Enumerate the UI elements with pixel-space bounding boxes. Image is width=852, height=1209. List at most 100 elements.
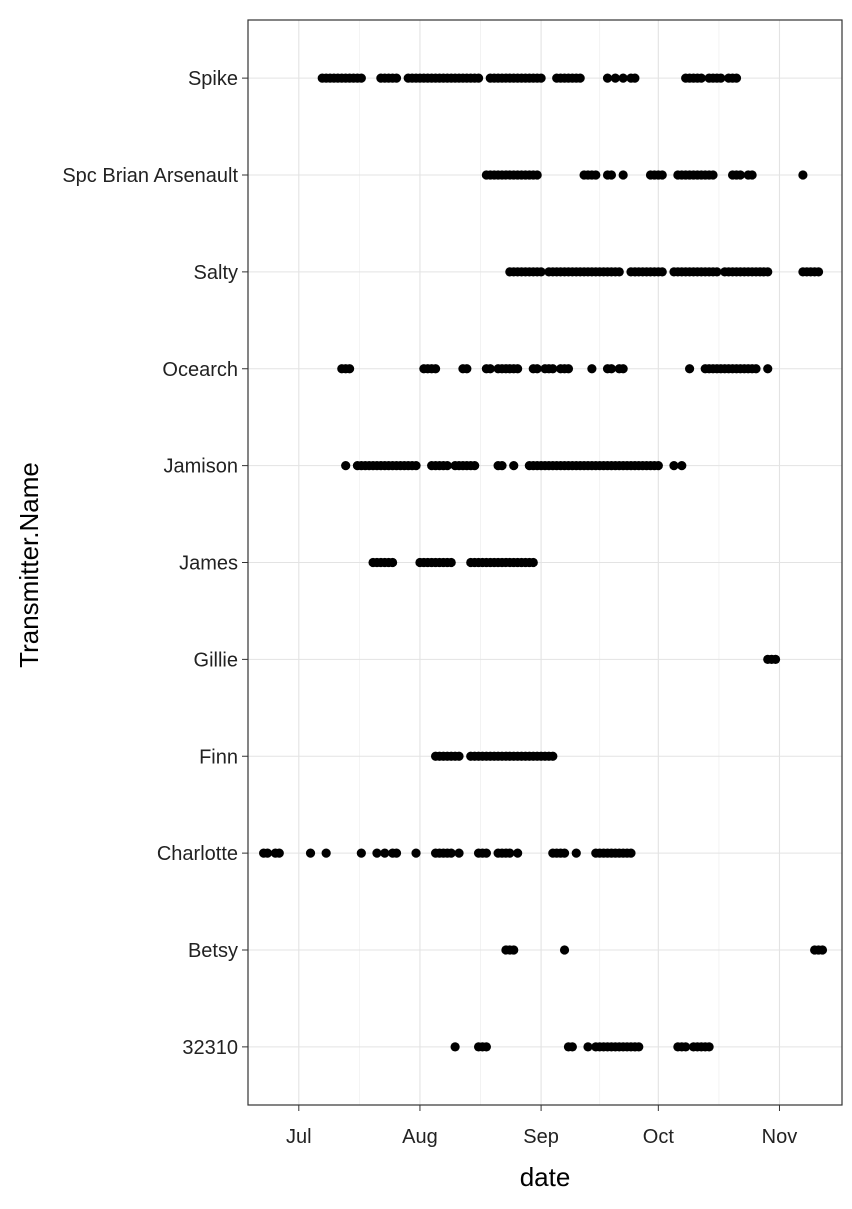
data-point: [454, 848, 464, 858]
data-point: [684, 364, 695, 374]
data-point: [485, 364, 495, 374]
data-point: [575, 73, 585, 83]
data-point: [532, 364, 542, 374]
data-point: [548, 364, 558, 374]
data-point: [669, 461, 679, 471]
x-tick-label: Jul: [286, 1126, 312, 1148]
data-point: [704, 1042, 714, 1052]
data-point: [497, 461, 507, 471]
data-point: [262, 848, 273, 858]
data-point: [473, 73, 484, 83]
data-point: [677, 461, 687, 471]
data-point: [630, 73, 640, 83]
data-point: [430, 364, 441, 374]
data-point: [372, 848, 382, 858]
data-point: [716, 73, 726, 83]
data-point: [481, 848, 491, 858]
x-axis-title: date: [520, 1162, 571, 1192]
data-point: [305, 848, 316, 858]
data-point: [606, 364, 617, 374]
y-tick-label: Finn: [199, 746, 238, 768]
data-point: [450, 1042, 460, 1052]
x-tick-label: Nov: [762, 1126, 798, 1148]
data-point: [380, 848, 390, 858]
data-point: [548, 751, 558, 761]
x-tick-label: Oct: [643, 1126, 675, 1148]
data-point: [411, 461, 421, 471]
y-tick-label: Jamison: [164, 456, 238, 478]
data-point: [587, 364, 597, 374]
data-point: [481, 1042, 491, 1052]
data-point: [274, 848, 284, 858]
data-point: [735, 170, 745, 180]
data-point: [751, 364, 761, 374]
data-point: [356, 73, 366, 83]
data-point: [509, 461, 519, 471]
y-tick-label: Spike: [188, 68, 238, 90]
data-point: [509, 945, 519, 955]
data-point: [591, 170, 601, 180]
data-point: [696, 73, 706, 83]
data-points: [259, 73, 828, 1052]
y-tick-label: Salty: [194, 262, 238, 284]
data-point: [618, 364, 628, 374]
y-tick-label: 32310: [182, 1037, 238, 1059]
data-point: [708, 170, 718, 180]
data-point: [606, 170, 617, 180]
data-point: [731, 73, 742, 83]
y-axis-title: Transmitter.Name: [14, 462, 44, 668]
data-point: [618, 170, 628, 180]
data-point: [446, 557, 456, 568]
data-point: [411, 848, 421, 858]
data-point: [763, 364, 773, 374]
data-point: [391, 848, 402, 858]
data-point: [536, 73, 546, 83]
y-tick-label: Betsy: [188, 940, 238, 962]
x-tick-label: Sep: [523, 1126, 559, 1148]
data-point: [817, 945, 828, 955]
y-tick-label: Charlotte: [157, 843, 238, 865]
data-point: [536, 267, 546, 277]
data-point: [626, 848, 636, 858]
y-tick-label: Gillie: [194, 649, 238, 671]
data-point: [446, 848, 456, 858]
data-point: [681, 1042, 691, 1052]
data-point: [634, 1042, 644, 1052]
data-point: [391, 73, 402, 83]
data-point: [747, 170, 757, 180]
data-point: [563, 364, 574, 374]
y-axis: 32310 Betsy Charlotte Finn Gillie James Jamiso…: [62, 68, 248, 1059]
data-point: [454, 751, 464, 761]
data-point: [356, 848, 366, 858]
data-point: [321, 848, 331, 858]
data-point: [345, 364, 355, 374]
data-point: [618, 73, 628, 83]
data-point: [583, 1042, 593, 1052]
data-point: [559, 945, 570, 955]
y-tick-label: James: [179, 553, 238, 575]
data-point: [559, 848, 570, 858]
data-point: [571, 848, 581, 858]
data-point: [462, 364, 472, 374]
data-point: [798, 170, 808, 180]
data-point: [513, 848, 523, 858]
data-point: [770, 654, 781, 664]
data-point: [763, 267, 773, 277]
x-tick-label: Aug: [402, 1126, 438, 1148]
data-point: [653, 461, 663, 471]
y-tick-label: Spc Brian Arsenault: [62, 165, 238, 187]
data-point: [442, 461, 452, 471]
data-point: [528, 557, 538, 568]
data-point: [602, 73, 613, 83]
data-point: [387, 557, 398, 568]
data-point: [505, 848, 515, 858]
data-point: [657, 170, 667, 180]
data-point: [712, 267, 722, 277]
data-point: [567, 1042, 577, 1052]
data-point: [513, 364, 523, 374]
y-tick-label: Ocearch: [162, 359, 238, 381]
x-axis: Jul Aug Sep Oct Nov: [286, 1105, 797, 1148]
data-point: [657, 267, 667, 277]
